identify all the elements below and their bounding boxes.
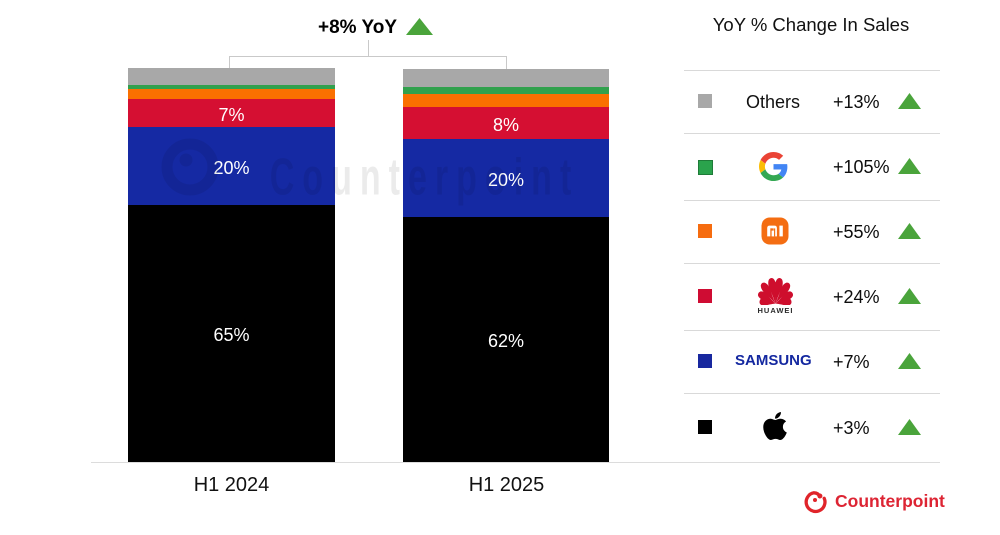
svg-text:Counterpoint: Counterpoint <box>270 148 580 206</box>
